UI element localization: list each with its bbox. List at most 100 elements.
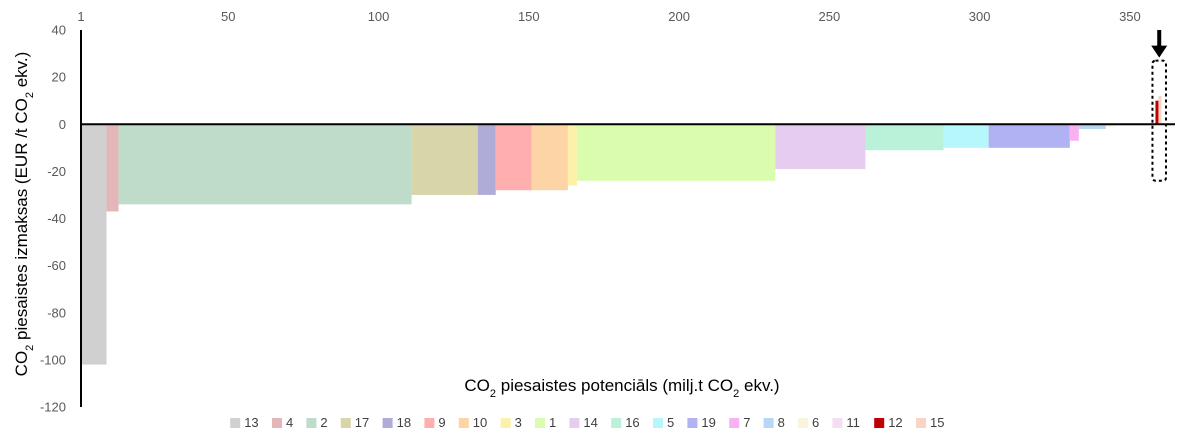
bar-3 [567,124,577,186]
x-tick-label: 150 [518,9,540,24]
legend-item-5: 5 [653,415,674,430]
legend-label: 2 [320,415,327,430]
bar-4 [106,124,119,212]
legend-label: 8 [778,415,785,430]
legend-item-14: 14 [569,415,598,430]
legend-label: 3 [515,415,522,430]
legend-item-15: 15 [916,415,944,430]
legend-label: 1 [549,415,556,430]
legend-item-8: 8 [763,415,785,430]
legend-item-16: 16 [611,415,640,430]
legend-item-10: 10 [458,415,487,430]
legend-swatch [458,418,469,428]
legend-item-6: 6 [798,415,819,430]
y-tick-label: 0 [59,117,66,132]
x-tick-label: 250 [819,9,841,24]
legend-item-19: 19 [687,415,716,430]
x-tick-label: 50 [221,9,235,24]
legend-item-11: 11 [832,415,860,430]
y-tick-labels: 40 20 0 -20 -40 -60 -80 -100 -120 [40,23,66,415]
legend-swatch [687,418,698,428]
x-tick-label: 200 [668,9,690,24]
legend-swatch [500,418,511,428]
x-tick-label: 350 [1119,9,1141,24]
bar-6 [1105,124,1115,127]
y-tick-label: 40 [52,23,66,38]
legend-item-17: 17 [340,415,369,430]
bar-2 [118,124,412,205]
legend-swatch [272,418,282,428]
legend-item-13: 13 [230,415,259,430]
legend-label: 17 [355,415,369,430]
legend-label: 7 [743,415,750,430]
legend-swatch [832,418,843,428]
legend-swatch [569,418,580,428]
bar-18 [477,124,496,195]
legend-label: 13 [244,415,258,430]
legend-swatch [729,418,740,428]
bar-15 [1158,95,1162,125]
legend-item-3: 3 [500,415,522,430]
legend-swatch [874,418,885,428]
legend-item-12: 12 [874,415,903,430]
legend-label: 5 [667,415,674,430]
bar-1 [576,124,776,181]
legend-label: 18 [397,415,411,430]
legend-swatch [230,418,241,428]
y-tick-label: -80 [47,305,66,320]
legend-label: 15 [930,415,944,430]
legend-item-2: 2 [306,415,328,430]
x-tick-label: 1 [77,9,84,24]
y-axis-title: CO2 piesaistes izmaksas (EUR /t CO2 ekv.… [12,52,36,377]
bar-19 [988,124,1070,148]
legend-swatch [916,418,926,428]
bar-9 [495,124,532,191]
y-tick-label: -20 [47,164,66,179]
arrow-down-icon [1151,30,1168,58]
bar-10 [531,124,568,191]
bar-13 [81,124,107,365]
bars-layer [81,95,1162,365]
x-tick-label: 300 [969,9,991,24]
legend: 13 4 2 17 18 9 10 3 1 14 16 5 19 7 8 6 11 12 15 [230,415,944,430]
x-axis-title: CO2 piesaistes potenciāls (milj.t CO2 ek… [464,376,779,400]
bar-16 [865,124,944,151]
legend-label: 4 [286,415,293,430]
legend-label: 9 [438,415,445,430]
legend-label: 12 [888,415,902,430]
legend-swatch [653,418,663,428]
legend-item-4: 4 [272,415,293,430]
x-tick-labels: 1 50 100 150 200 250 300 350 [77,9,1140,24]
legend-item-9: 9 [424,415,446,430]
legend-swatch [424,418,435,428]
legend-swatch [763,418,774,428]
legend-swatch [535,418,545,428]
y-tick-label: -100 [40,352,66,367]
bar-8 [1078,124,1106,129]
highlight-box [1151,59,1167,182]
legend-label: 10 [473,415,487,430]
legend-swatch [306,418,317,428]
legend-label: 11 [846,415,860,430]
bar-14 [775,124,866,170]
legend-swatch [611,418,622,428]
bar-7 [1069,124,1079,141]
legend-label: 14 [583,415,597,430]
y-tick-label: -120 [40,400,66,415]
bar-17 [411,124,478,195]
y-tick-label: 20 [52,70,66,85]
legend-label: 19 [701,415,715,430]
legend-label: 16 [625,415,639,430]
bar-5 [943,124,989,148]
y-tick-label: -60 [47,258,66,273]
x-tick-label: 100 [368,9,390,24]
legend-item-7: 7 [729,415,750,430]
y-tick-label: -40 [47,211,66,226]
legend-swatch [382,418,393,428]
legend-item-18: 18 [382,415,411,430]
bar-12 [1155,100,1159,125]
legend-item-1: 1 [535,415,556,430]
legend-label: 6 [812,415,819,430]
legend-swatch [798,418,808,428]
